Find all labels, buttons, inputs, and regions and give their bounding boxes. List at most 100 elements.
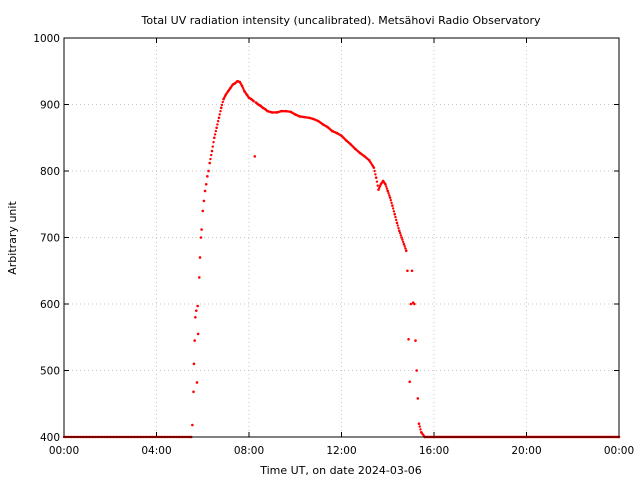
data-point [389,199,393,202]
data-point [410,269,414,273]
data-point [192,390,195,394]
data-point [406,269,409,273]
data-point [407,337,410,341]
data-point [219,106,223,110]
x-tick-label: 16:00 [419,445,449,457]
data-point [403,245,406,248]
data-point [212,140,215,144]
data-point [390,201,393,205]
data-point [203,189,207,193]
data-point [204,183,208,186]
tick-labels: 00:00 04:00 08:00 12:00 16:00 20:00 00:0040050… [33,33,634,457]
y-tick-label: 900 [40,100,60,112]
data-points [62,79,621,439]
data-point [416,397,420,400]
x-tick-label: 08:00 [234,445,264,457]
grid [64,38,619,437]
data-point [219,109,222,113]
y-tick-label: 1000 [33,33,60,45]
data-point [217,116,221,120]
y-tick-label: 800 [40,166,60,178]
data-point [419,428,422,431]
y-tick-label: 500 [40,366,60,378]
data-point [373,169,376,173]
x-tick-label: 00:00 [49,445,79,457]
data-point [194,309,198,312]
data-point [402,242,406,246]
data-point [206,175,209,178]
data-point [253,155,257,158]
data-point [394,215,397,219]
data-point [196,332,200,336]
data-point [417,422,421,426]
data-point [387,191,390,195]
data-point [388,194,391,197]
x-tick-label: 04:00 [141,445,171,457]
data-point [415,369,418,372]
data-point [220,103,224,107]
x-tick-label: 12:00 [326,445,356,457]
y-tick-label: 400 [40,432,60,444]
axis-ticks [63,37,620,438]
data-point [401,238,404,241]
data-point [409,302,413,306]
data-point [385,185,388,188]
data-point [210,149,214,153]
data-point [218,113,221,116]
data-point [391,207,395,210]
data-point [202,199,206,203]
data-point [397,226,400,230]
data-point [198,256,202,259]
data-point [216,123,219,126]
plot-frame [63,37,620,438]
data-point [200,228,203,231]
data-point [210,153,213,157]
data-point [372,166,376,169]
data-point [404,249,408,253]
data-point [418,425,421,428]
data-point [211,145,214,148]
data-point [216,119,220,123]
data-point [201,209,205,213]
data-point [414,339,417,342]
data-point [392,210,396,213]
data-point [209,157,212,161]
data-point [413,302,416,306]
data-point [215,126,218,130]
data-point [199,236,203,239]
data-point [192,362,196,366]
data-point [374,173,377,176]
data-point [384,183,387,186]
data-point [195,381,199,384]
data-point [395,221,399,225]
data-point [196,304,199,308]
data-point [388,196,392,199]
y-axis-label: Arbitrary unit [6,201,19,275]
data-point [393,212,396,216]
data-point [213,133,217,136]
data-point [404,247,407,250]
data-point [396,224,399,227]
x-tick-label: 00:00 [604,445,634,457]
y-tick-label: 600 [40,299,60,311]
x-tick-label: 20:00 [511,445,541,457]
data-point [395,218,398,222]
data-point [375,180,379,183]
data-point [408,380,412,384]
data-point [374,176,378,179]
y-tick-label: 700 [40,233,60,245]
data-point [391,204,394,207]
x-axis-label: Time UT, on date 2024-03-06 [259,464,422,477]
data-point [207,169,210,173]
data-point [401,240,405,244]
data-point [197,276,201,279]
data-point [386,189,390,193]
chart-title: Total UV radiation intensity (uncalibrat… [141,14,541,27]
data-point [194,316,197,319]
data-point [400,236,403,239]
data-point [398,229,401,233]
data-point [399,234,403,237]
data-point [214,129,218,133]
data-point [208,161,211,165]
